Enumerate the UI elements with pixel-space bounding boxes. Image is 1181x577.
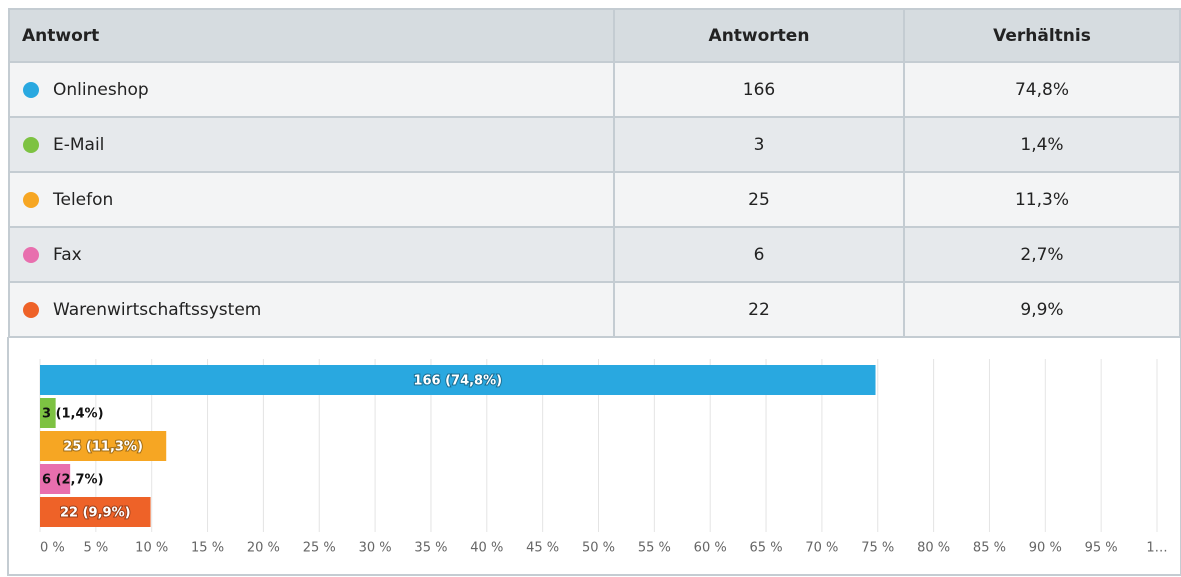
x-tick-label: 30 %	[359, 541, 392, 556]
x-tick-label: 85 %	[973, 541, 1006, 556]
bar	[40, 497, 151, 527]
answer-cell: Fax	[8, 228, 615, 283]
cell-text: Telefon	[53, 189, 114, 210]
cell-text: Antworten	[708, 25, 810, 46]
share-cell: 9,9%	[905, 283, 1181, 338]
bar-label: 6 (2,7%)	[42, 473, 104, 488]
x-tick-label: 55 %	[638, 541, 671, 556]
bar-label: 166 (74,8%)	[413, 374, 502, 389]
cell-text: Antwort	[22, 25, 100, 46]
cell-text: 3	[753, 134, 765, 155]
cell-text: 2,7%	[1020, 244, 1064, 265]
cell-text: E-Mail	[53, 134, 105, 155]
cell-text: 6	[753, 244, 765, 265]
count-cell: 25	[615, 173, 905, 228]
color-dot	[23, 191, 39, 208]
cell-text: 1,4%	[1020, 134, 1064, 155]
bar	[40, 365, 876, 395]
cell-text: Verhältnis	[993, 25, 1091, 46]
x-tick-label: 10 %	[135, 541, 168, 556]
x-tick-label: 0 %	[40, 541, 65, 556]
share-cell: 1,4%	[905, 118, 1181, 173]
x-tick-label: 90 %	[1029, 541, 1062, 556]
share-cell: 74,8%	[905, 63, 1181, 118]
answer-cell: Warenwirtschaftssystem	[8, 283, 615, 338]
count-cell: 3	[615, 118, 905, 173]
bar-label: 25 (11,3%)	[63, 440, 143, 455]
header-cell: Antworten	[615, 8, 905, 63]
x-tick-label: 50 %	[582, 541, 615, 556]
x-tick-label: 1…	[1146, 541, 1167, 556]
color-dot	[23, 301, 39, 318]
cell-text: 22	[748, 299, 770, 320]
share-cell: 11,3%	[905, 173, 1181, 228]
count-cell: 166	[615, 63, 905, 118]
color-dot	[23, 136, 39, 153]
bar	[40, 464, 71, 494]
x-tick-label: 45 %	[526, 541, 559, 556]
bar	[40, 398, 56, 428]
header-cell: Verhältnis	[905, 8, 1181, 63]
x-tick-label: 65 %	[750, 541, 783, 556]
cell-text: 74,8%	[1014, 79, 1069, 100]
bar	[40, 431, 167, 461]
color-dot	[23, 246, 39, 263]
bar-label: 3 (1,4%)	[42, 407, 104, 422]
cell-text: 9,9%	[1020, 299, 1064, 320]
cell-text: 11,3%	[1014, 189, 1069, 210]
bar-label: 22 (9,9%)	[60, 506, 131, 521]
x-tick-label: 5 %	[83, 541, 108, 556]
answer-cell: Onlineshop	[8, 63, 615, 118]
x-tick-label: 60 %	[694, 541, 727, 556]
cell-text: Fax	[53, 244, 82, 265]
count-cell: 6	[615, 228, 905, 283]
x-tick-label: 25 %	[303, 541, 336, 556]
cell-text: 25	[748, 189, 770, 210]
bar-chart: 0 % 5 % 10 % 15 % 20 % 25 % 30 % 35 % 40 % 45 % 50…	[7, 337, 1181, 576]
cell-text: Warenwirtschaftssystem	[53, 299, 262, 320]
share-cell: 2,7%	[905, 228, 1181, 283]
color-dot	[23, 81, 39, 98]
x-tick-label: 75 %	[861, 541, 894, 556]
header-cell: Antwort	[8, 8, 615, 63]
x-tick-label: 95 %	[1085, 541, 1118, 556]
x-tick-label: 70 %	[805, 541, 838, 556]
x-tick-label: 20 %	[247, 541, 280, 556]
x-tick-label: 80 %	[917, 541, 950, 556]
cell-text: 166	[742, 79, 776, 100]
x-tick-label: 40 %	[470, 541, 503, 556]
cell-text: Onlineshop	[53, 79, 149, 100]
x-tick-label: 15 %	[191, 541, 224, 556]
answer-cell: Telefon	[8, 173, 615, 228]
count-cell: 22	[615, 283, 905, 338]
x-tick-label: 35 %	[414, 541, 447, 556]
answer-cell: E-Mail	[8, 118, 615, 173]
